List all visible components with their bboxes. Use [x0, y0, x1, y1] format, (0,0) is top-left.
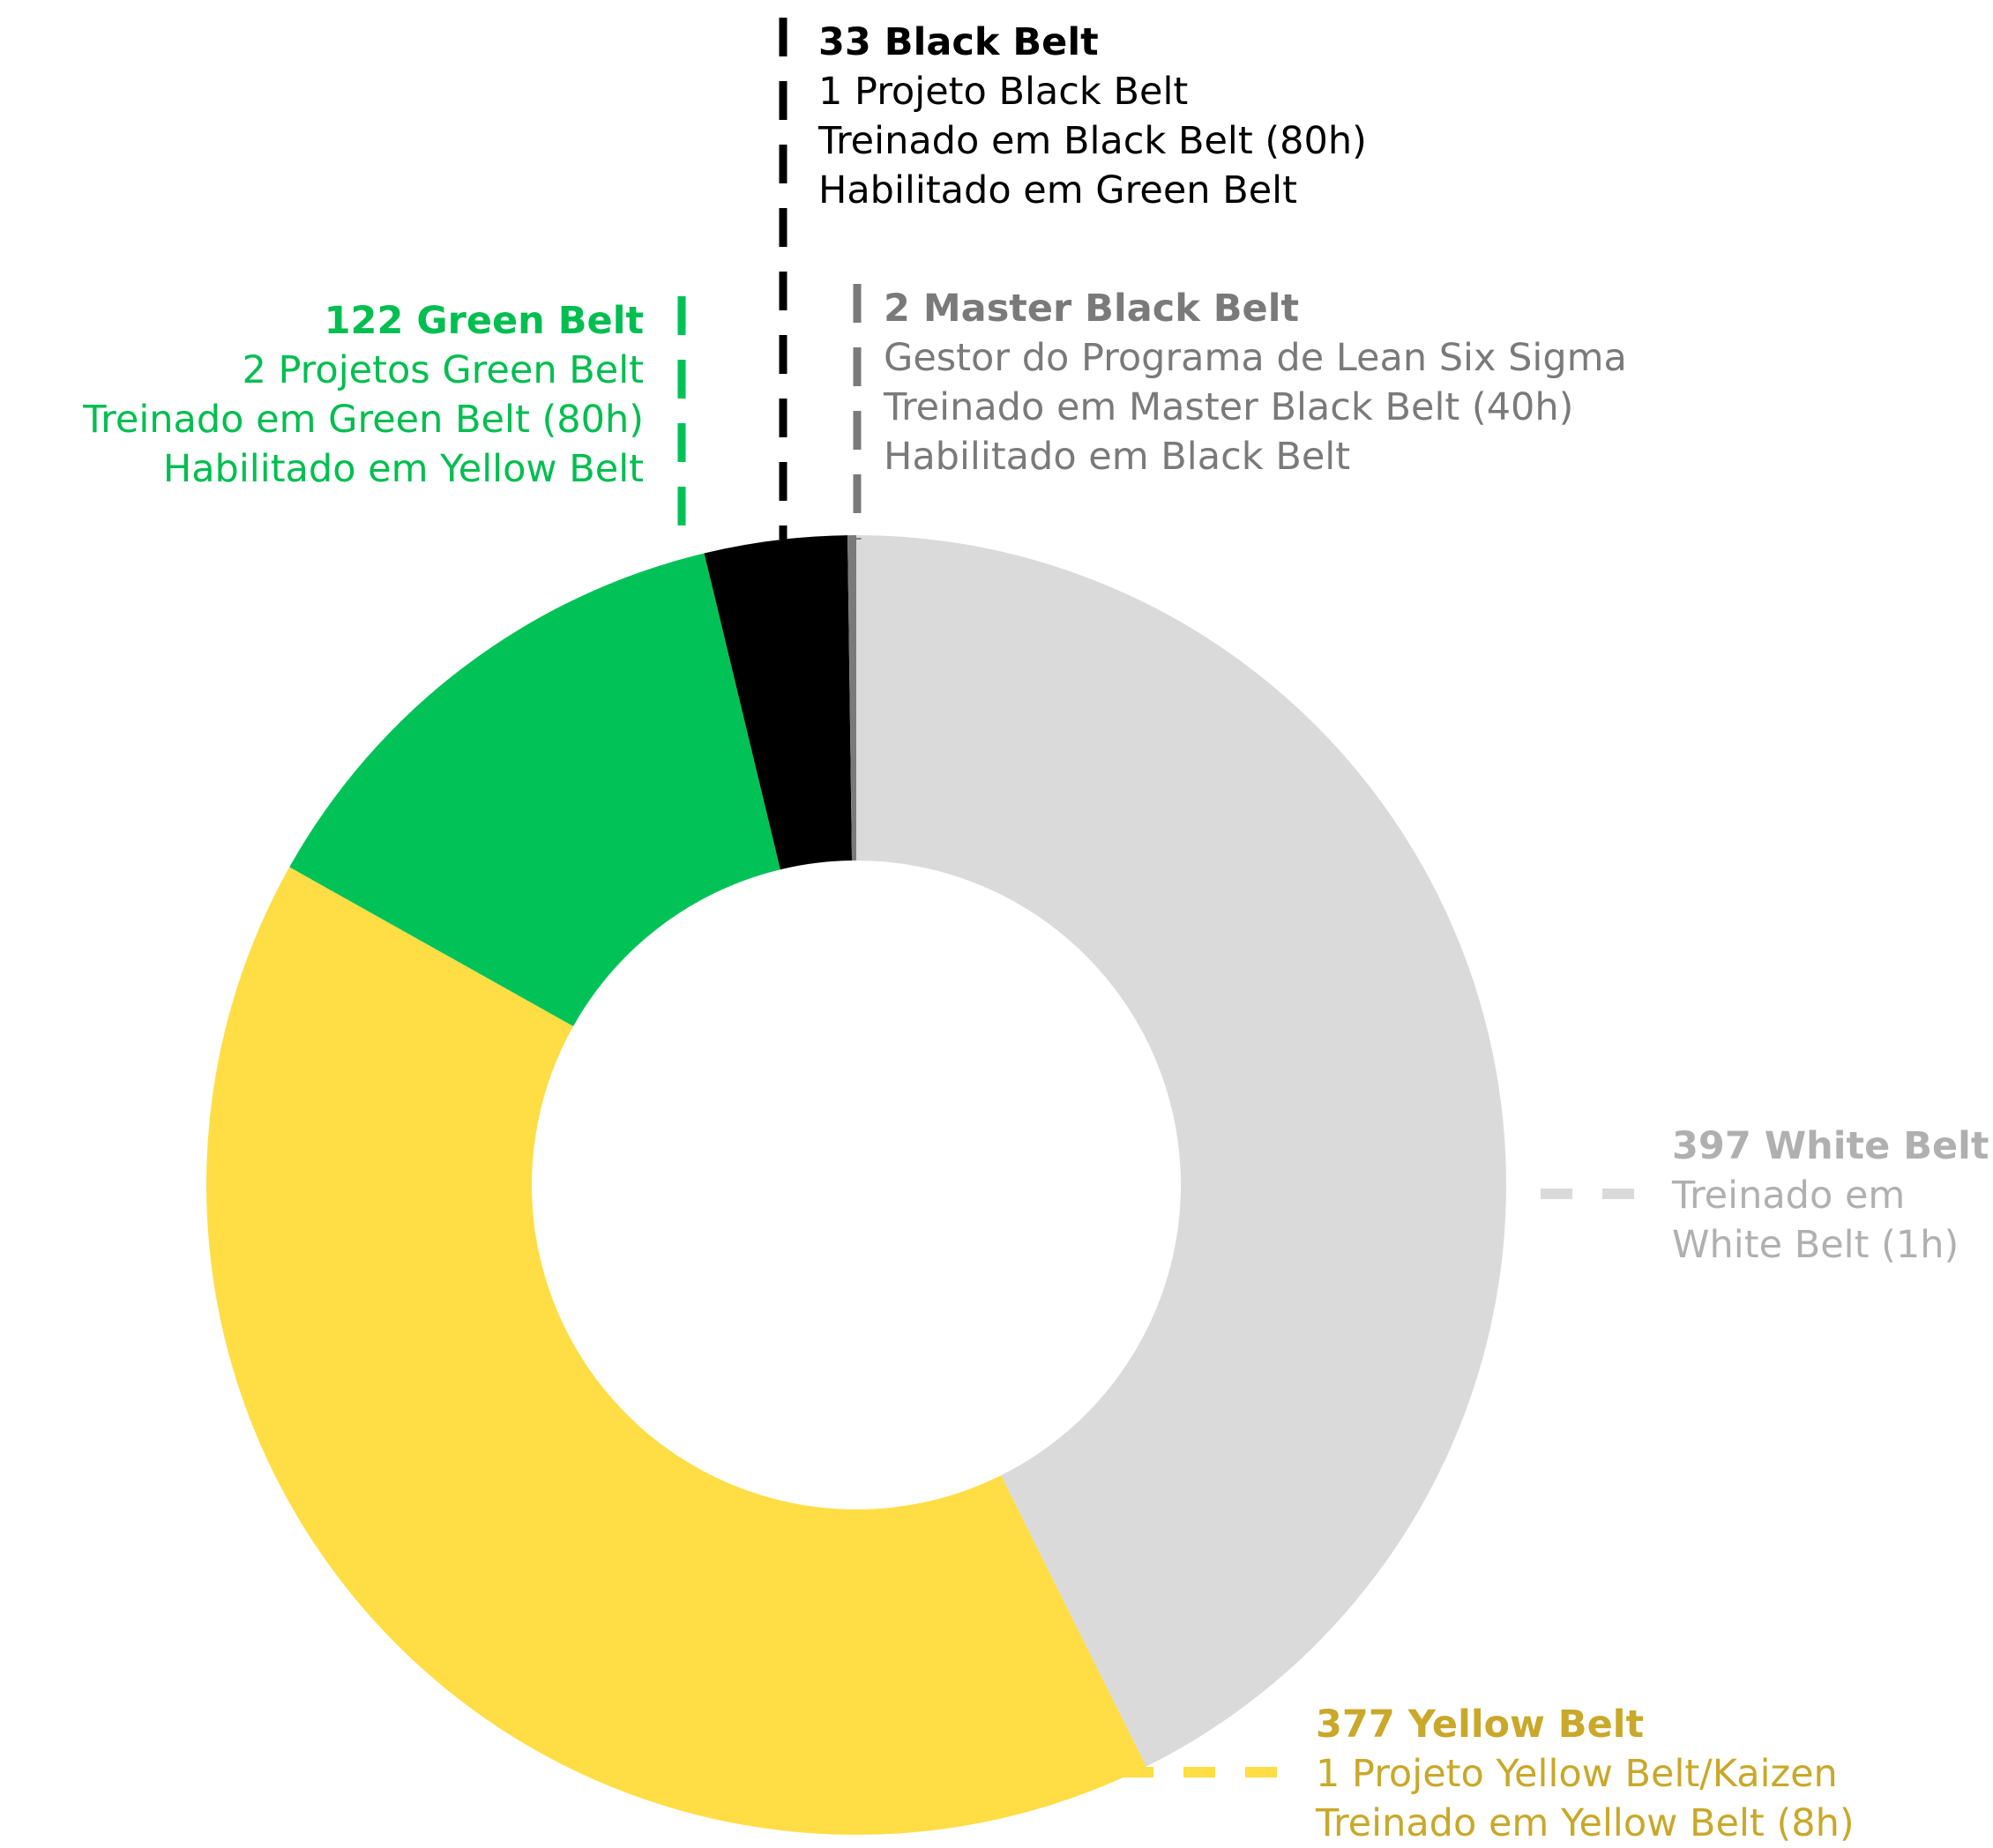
leader-lines — [677, 18, 1638, 1777]
label-black-belt-head: 33 Black Belt — [818, 20, 1099, 64]
label-master-black-belt-line: Treinado em Master Black Belt (40h) — [884, 385, 1574, 429]
label-green-belt-line: Habilitado em Yellow Belt — [162, 447, 644, 491]
slice-master-black-belt — [847, 535, 856, 861]
label-master-black-belt-line: Habilitado em Black Belt — [884, 435, 1351, 479]
label-black-belt-line: Habilitado em Green Belt — [818, 168, 1297, 212]
label-black-belt-line: Treinado em Black Belt (80h) — [818, 119, 1367, 163]
label-yellow-belt-line: 1 Projeto Yellow Belt/Kaizen — [1316, 1752, 1838, 1796]
label-white-belt: 397 White Belt Treinado em White Belt (1… — [1672, 1121, 1989, 1270]
slice-white-belt — [856, 535, 1507, 1767]
label-green-belt-line: Treinado em Green Belt (80h) — [83, 398, 644, 442]
donut-slices — [205, 535, 1507, 1835]
label-white-belt-line: White Belt (1h) — [1672, 1223, 1959, 1267]
label-black-belt: 33 Black Belt 1 Projeto Black Belt Trein… — [818, 18, 1367, 215]
label-green-belt-line: 2 Projetos Green Belt — [242, 348, 644, 392]
label-white-belt-line: Treinado em — [1672, 1174, 1906, 1218]
label-master-black-belt-line: Gestor do Programa de Lean Six Sigma — [884, 336, 1627, 380]
label-master-black-belt-head: 2 Master Black Belt — [884, 287, 1300, 331]
label-yellow-belt: 377 Yellow Belt 1 Projeto Yellow Belt/Ka… — [1316, 1700, 1855, 1848]
label-white-belt-head: 397 White Belt — [1672, 1124, 1989, 1168]
slice-black-belt — [704, 535, 853, 870]
label-yellow-belt-head: 377 Yellow Belt — [1316, 1703, 1645, 1747]
label-green-belt: 122 Green Belt 2 Projetos Green Belt Tre… — [83, 296, 644, 494]
label-black-belt-line: 1 Projeto Black Belt — [818, 70, 1189, 114]
label-yellow-belt-line: Treinado em Yellow Belt (8h) — [1316, 1801, 1855, 1845]
slice-yellow-belt — [205, 867, 1146, 1835]
label-master-black-belt: 2 Master Black Belt Gestor do Programa d… — [884, 284, 1627, 481]
slice-green-belt — [289, 553, 780, 1026]
label-green-belt-head: 122 Green Belt — [324, 299, 644, 343]
